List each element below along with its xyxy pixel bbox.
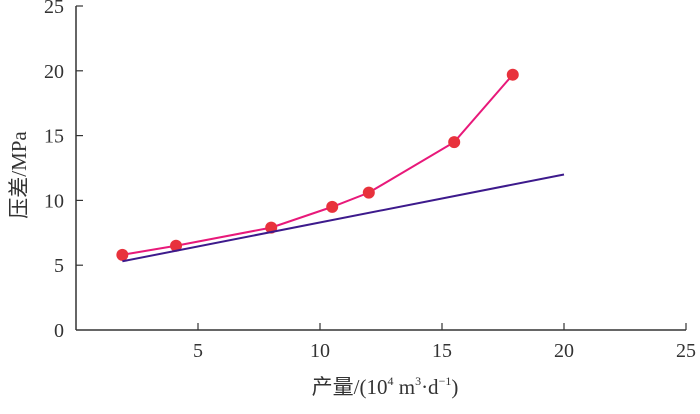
series-1-line — [122, 173, 565, 263]
series-0-point — [362, 186, 375, 199]
series-0-point — [506, 68, 519, 81]
y-tick-label: 0 — [54, 320, 64, 342]
series-0-point — [116, 248, 129, 261]
axes — [75, 6, 686, 331]
series-0-point — [448, 136, 461, 149]
x-axis-title: 产量/(104 m3·d−1) — [312, 374, 459, 399]
y-tick-label: 10 — [44, 190, 64, 212]
x-tick-label: 25 — [676, 340, 696, 362]
y-axis-title: 压差/MPa — [7, 131, 31, 219]
y-tick-label: 20 — [44, 61, 64, 83]
x-tick-label: 20 — [554, 340, 574, 362]
x-tick-label: 5 — [193, 340, 203, 362]
series-0-point — [326, 200, 339, 213]
y-tick-label: 15 — [44, 126, 64, 148]
ticks: 5 10 15 20 25 0 5 10 15 20 25 — [44, 0, 696, 362]
y-tick-label: 5 — [54, 255, 64, 277]
x-tick-label: 15 — [432, 340, 452, 362]
series-layer — [116, 68, 565, 263]
series-0-point — [170, 239, 183, 252]
series-0-line — [122, 74, 514, 256]
x-tick-label: 10 — [310, 340, 330, 362]
y-tick-label: 25 — [44, 0, 64, 18]
